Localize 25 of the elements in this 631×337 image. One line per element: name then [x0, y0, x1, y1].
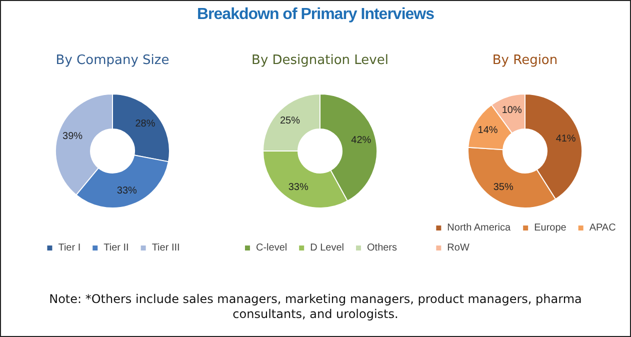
data-label: 28% — [135, 118, 156, 130]
legend-label: Others — [367, 242, 398, 254]
legend-label: Tier II — [104, 242, 129, 254]
data-label: 10% — [502, 105, 522, 116]
legend-label: RoW — [447, 242, 470, 254]
data-label: 25% — [280, 115, 300, 126]
legend-label: Tier III — [152, 242, 180, 254]
legend-label: C-level — [256, 242, 288, 254]
chart-title: By Region — [492, 53, 558, 68]
legend-label: D Level — [310, 242, 344, 254]
legend-label: Europe — [534, 222, 567, 234]
data-label: 33% — [116, 185, 138, 196]
text: Note: *Others include sales managers, marketing managers, product managers, pharma consultants, and urologists. — [48, 292, 583, 322]
chart-title: By Designation Level — [252, 53, 388, 68]
data-label: 14% — [478, 125, 498, 136]
data-label: 33% — [288, 182, 308, 194]
data-label: 42% — [351, 134, 372, 146]
data-label: 41% — [556, 134, 576, 145]
text: Breakdown of Primary Interviews — [196, 6, 436, 24]
data-label: 39% — [62, 131, 83, 142]
data-label: 35% — [493, 182, 514, 194]
legend-label: Tier I — [58, 242, 81, 254]
legend-label: APAC — [589, 222, 616, 234]
legend-label: North America — [447, 222, 511, 234]
chart-title: By Company Size — [56, 53, 170, 68]
